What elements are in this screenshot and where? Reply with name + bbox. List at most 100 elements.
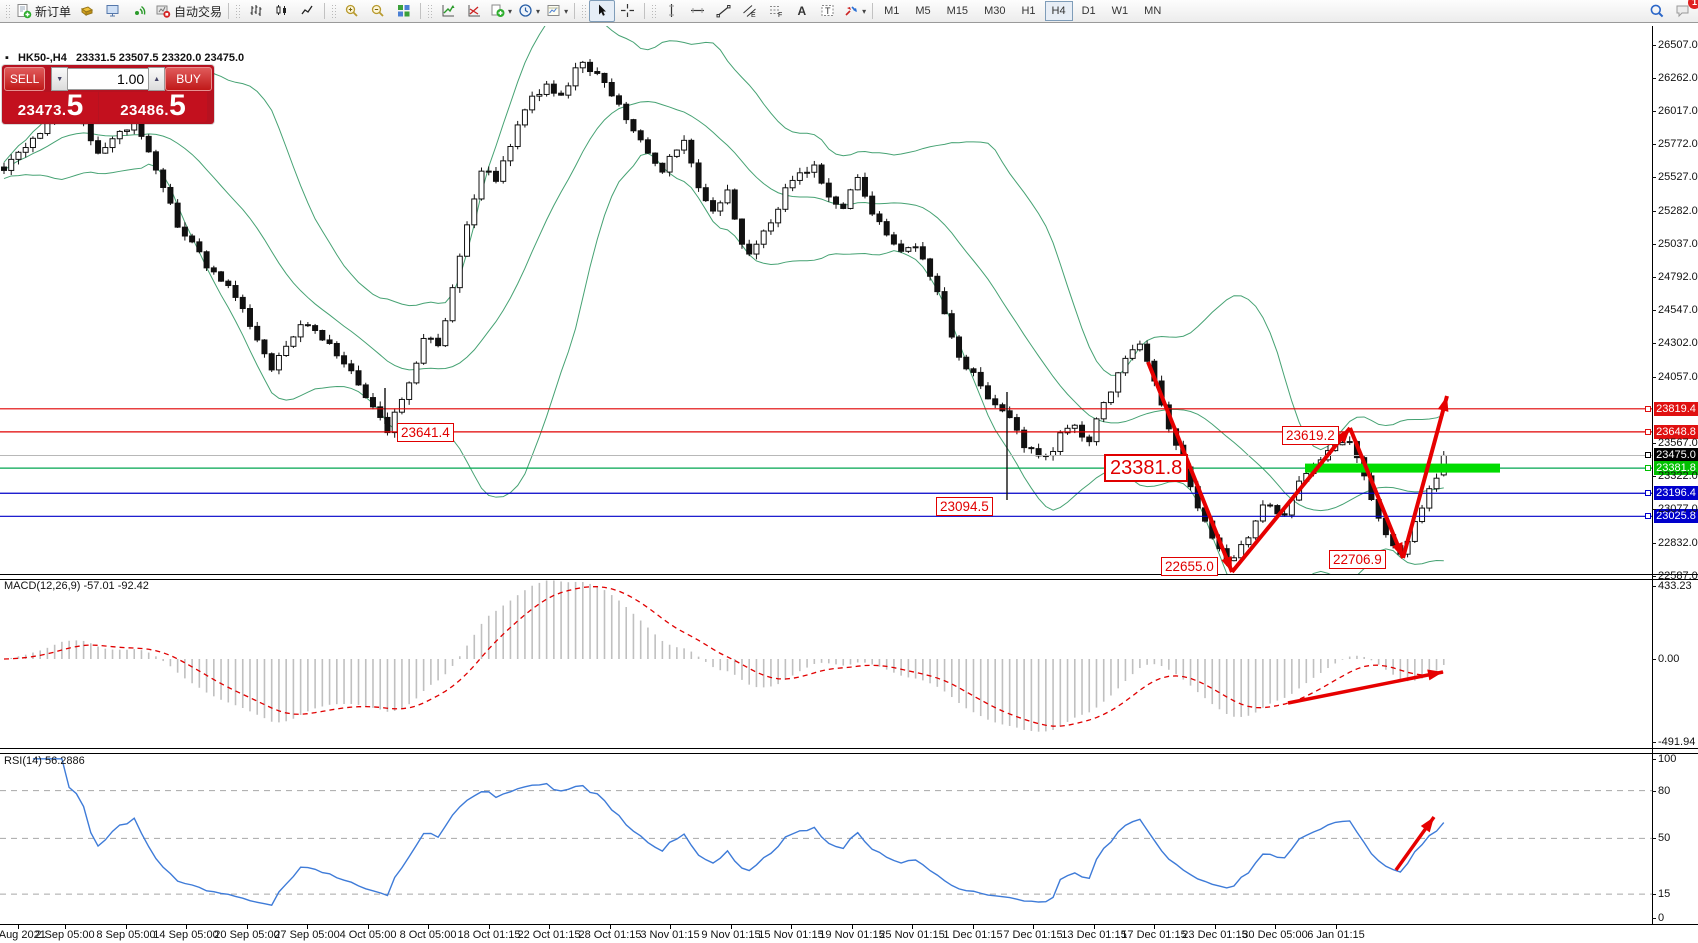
timeframe-w1-button[interactable]: W1: [1111, 5, 1129, 17]
clock-icon: [518, 3, 534, 19]
crosshair-tool[interactable]: [615, 0, 641, 22]
macd-tick-label: 433.23: [1658, 580, 1692, 592]
level-connector-square: [1645, 428, 1651, 435]
sell-button[interactable]: SELL: [4, 67, 46, 91]
price-tick-mark: [1652, 110, 1656, 112]
date-label: 6 Jan 01:15: [1307, 929, 1365, 941]
vertical-line-tool[interactable]: [659, 0, 685, 22]
date-tick-mark: [1154, 925, 1155, 929]
one-click-trading-widget: SELL ▼ ▲ BUY 23473. 5 23486. 5: [2, 65, 214, 124]
price-annotation[interactable]: 23094.5: [936, 497, 993, 517]
search-icon: [1649, 3, 1665, 19]
market-watch-button[interactable]: [100, 0, 126, 22]
volume-input[interactable]: [68, 68, 149, 90]
date-axis-separator: [0, 924, 1698, 926]
date-label: 1 Dec 01:15: [943, 929, 1003, 941]
line-chart-button[interactable]: [295, 0, 321, 22]
fibonacci-tool[interactable]: F: [763, 0, 789, 22]
search-button[interactable]: [1644, 0, 1670, 22]
price-annotation[interactable]: 23641.4: [397, 422, 454, 442]
equidistant-channel-tool[interactable]: E: [737, 0, 763, 22]
timeframe-m30-button[interactable]: M30: [984, 5, 1006, 17]
zoom-out-button[interactable]: [365, 0, 391, 22]
timeframe-d1-button[interactable]: D1: [1081, 5, 1096, 17]
date-label: 2 Sep 05:00: [35, 929, 95, 941]
level-connector-square: [1645, 405, 1651, 412]
add-indicator-button[interactable]: ▾: [487, 0, 515, 22]
chart-window-button[interactable]: [74, 0, 100, 22]
price-annotation[interactable]: 22655.0: [1161, 556, 1218, 576]
indicators-button[interactable]: [435, 0, 461, 22]
text-label-tool[interactable]: T: [815, 0, 841, 22]
date-tick-mark: [912, 925, 913, 929]
vline-icon: [664, 3, 680, 19]
timeframe-mn-button[interactable]: MN: [1144, 5, 1162, 17]
price-level-label: 23819.4: [1654, 401, 1698, 416]
cursor-tool[interactable]: [589, 0, 616, 22]
price-tick-mark: [1652, 144, 1656, 146]
date-label: 18 Oct 01:15: [457, 929, 521, 941]
price-tick-mark: [1652, 575, 1656, 577]
periods-button[interactable]: ▾: [515, 0, 543, 22]
price-tick-label: 25037.0: [1658, 237, 1698, 250]
toolbar: 新订单 自动交易 ▾ ▾ ▾ E F A T ▾ M1 M5 M15 M30 H1 H4 D1 W1 MN 1: [0, 0, 1698, 23]
text-tool[interactable]: A: [789, 0, 815, 22]
price-annotation[interactable]: 23381.8: [1104, 454, 1189, 483]
price-tick-label: 23567.0: [1658, 436, 1698, 449]
chat-button[interactable]: 1: [1670, 0, 1698, 22]
signals-button[interactable]: [126, 0, 152, 22]
rsi-tick-label: 0: [1658, 912, 1665, 924]
svg-text:A: A: [798, 4, 807, 18]
chart-area[interactable]: ▪ HK50-,H4 23331.5 23507.5 23320.0 23475…: [0, 24, 1698, 943]
trendline-icon: [716, 3, 732, 19]
volume-decrease-button[interactable]: ▼: [51, 67, 69, 91]
auto-trading-button[interactable]: 自动交易: [152, 0, 225, 22]
date-tick-mark: [791, 925, 792, 929]
trendline-tool[interactable]: [711, 0, 737, 22]
price-annotation[interactable]: 22706.9: [1329, 549, 1386, 569]
volume-increase-button[interactable]: ▲: [148, 67, 166, 91]
toolbar-grip: [5, 4, 10, 18]
date-label: 8 Oct 05:00: [399, 929, 457, 941]
bar-chart-button[interactable]: [243, 0, 269, 22]
price-tick-label: 25772.0: [1658, 138, 1698, 151]
timeframe-m15-button[interactable]: M15: [946, 5, 969, 17]
date-tick-mark: [1275, 925, 1276, 929]
zoom-in-button[interactable]: [339, 0, 365, 22]
rsi-tick-label: 100: [1658, 752, 1677, 765]
price-annotation[interactable]: 23619.2: [1282, 425, 1339, 445]
chart-candles-icon: [274, 3, 290, 19]
symbol-marker-icon: ▪: [5, 52, 9, 64]
date-tick-mark: [610, 925, 611, 929]
candlestick-chart-button[interactable]: [269, 0, 295, 22]
price-tick-label: 26017.0: [1658, 104, 1698, 117]
chart-bars-icon: [248, 3, 264, 19]
tile-windows-button[interactable]: [391, 0, 417, 22]
rsi-tick-label: 50: [1658, 832, 1671, 845]
price-tick-mark: [1652, 476, 1656, 478]
date-label: 4 Oct 05:00: [339, 929, 397, 941]
price-level-label: 23648.8: [1654, 424, 1698, 439]
timeframe-m5-button[interactable]: M5: [915, 5, 931, 17]
toolbar-grip: [651, 4, 657, 18]
horizontal-line-tool[interactable]: [685, 0, 711, 22]
timeframe-h1-button[interactable]: H1: [1021, 5, 1036, 17]
rsi-tick-label: 80: [1658, 784, 1671, 797]
timeframe-m1-button[interactable]: M1: [884, 5, 900, 17]
date-tick-mark: [549, 925, 550, 929]
date-label: 22 Oct 01:15: [517, 929, 581, 941]
chat-icon: [1675, 3, 1691, 19]
date-tick-mark: [489, 925, 490, 929]
buy-button[interactable]: BUY: [165, 67, 212, 91]
timeframe-h4-button[interactable]: H4: [1044, 1, 1073, 21]
objects-list-button[interactable]: [461, 0, 487, 22]
rsi-panel-separator[interactable]: [0, 748, 1698, 754]
new-order-button[interactable]: 新订单: [13, 0, 74, 22]
macd-panel-separator[interactable]: [0, 574, 1698, 580]
price-tick-label: 24302.0: [1658, 337, 1698, 350]
toolbar-grip: [331, 4, 337, 18]
templates-button[interactable]: ▾: [543, 0, 571, 22]
arrows-tool[interactable]: ▾: [841, 0, 869, 22]
channel-icon: E: [742, 3, 758, 19]
